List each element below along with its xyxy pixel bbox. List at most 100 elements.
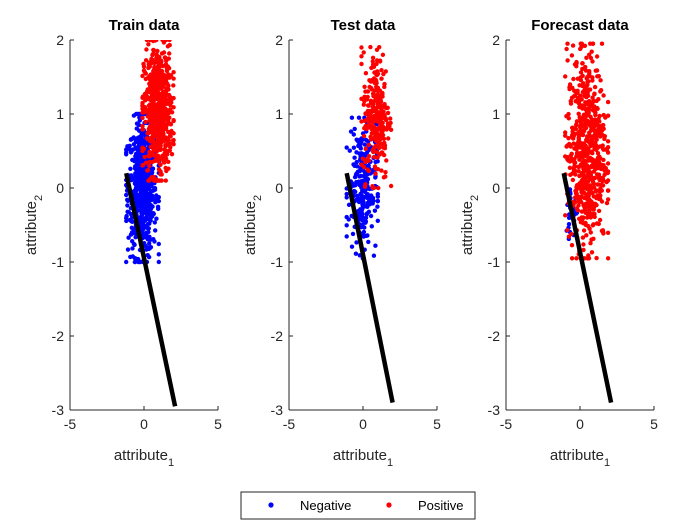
positive-point [159,68,165,74]
positive-point [171,76,176,81]
negative-point [130,254,135,259]
positive-point [159,172,164,177]
positive-point [578,220,584,225]
positive-point [155,48,160,54]
positive-point [153,130,158,135]
positive-point [378,120,383,125]
positive-point [144,47,149,52]
negative-point [371,253,377,258]
negative-point [148,237,153,242]
negative-point [138,218,143,223]
negative-point [142,196,147,201]
negative-point [142,200,147,205]
negative-point [358,146,363,151]
positive-point [576,111,581,117]
positive-point [167,148,172,153]
y-tick-label: -3 [271,402,284,418]
positive-point [599,128,604,133]
positive-point [600,175,605,180]
positive-point [580,73,585,79]
positive-point [592,175,598,181]
positive-point [593,129,598,134]
positive-point [163,156,169,161]
positive-point [605,145,611,150]
positive-point [583,147,589,153]
positive-point [583,64,588,70]
positive-point [147,118,152,123]
positive-point [158,162,163,167]
positive-point [585,79,590,85]
negative-point [356,139,361,144]
decision-boundary-line [124,172,178,407]
negative-point [133,187,138,192]
positive-point [597,196,602,202]
positive-point [587,205,593,210]
y-tick-label: -2 [52,328,65,344]
negative-point [346,202,352,207]
negative-point [353,182,358,188]
positive-point [163,56,169,61]
negative-point [346,217,351,222]
positive-point [151,74,157,80]
positive-point [598,166,604,172]
positive-point [572,131,577,137]
positive-point [598,186,603,191]
positive-point [593,189,598,194]
positive-point [579,179,584,184]
negative-point [369,224,374,229]
positive-point [371,64,377,70]
positive-point [151,94,156,100]
positive-point [584,113,590,118]
positive-point [167,51,172,56]
positive-point [366,158,372,163]
legend: Negative Positive [240,491,476,520]
negative-point [362,142,368,147]
positive-point [161,50,167,55]
positive-point [384,158,389,163]
positive-point [163,142,168,148]
positive-point [581,88,587,94]
positive-point [583,107,588,112]
positive-point [574,185,579,190]
positive-point [166,66,172,71]
positive-point [569,53,575,58]
negative-point [358,199,363,204]
positive-point [140,123,145,129]
positive-point [151,51,156,56]
positive-point [577,186,583,191]
x-tick-label: 0 [140,416,148,432]
positive-point [571,159,577,164]
positive-point [581,202,586,208]
positive-point [375,143,380,149]
positive-point [143,119,148,125]
panel-2: -3 -2 -1 0 1 2 -5 0 5 Forecast data attribute1 attr… [459,17,658,469]
negative-point [132,181,138,186]
positive-point [146,128,152,133]
positive-point [368,44,373,50]
positive-point [362,118,367,124]
positive-point [576,203,581,208]
positive-point [146,65,151,71]
negative-point [136,259,141,265]
negative-point [154,216,159,221]
negative-point [357,174,362,179]
negative-point [373,175,378,180]
positive-point [370,185,376,191]
positive-point [379,68,384,73]
positive-point [148,87,153,92]
positive-point [581,228,587,233]
positive-legend-label: Positive [418,498,464,513]
positive-point [377,45,382,50]
positive-point [382,102,387,107]
positive-point [381,110,386,116]
positive-point [145,114,150,119]
positive-point [366,154,372,159]
positive-point [586,168,591,174]
positive-point [370,55,376,60]
positive-point [594,172,600,177]
positive-point [383,170,388,175]
positive-point [577,173,582,179]
positive-point [579,121,584,126]
positive-point [155,64,161,69]
positive-point [171,105,176,110]
